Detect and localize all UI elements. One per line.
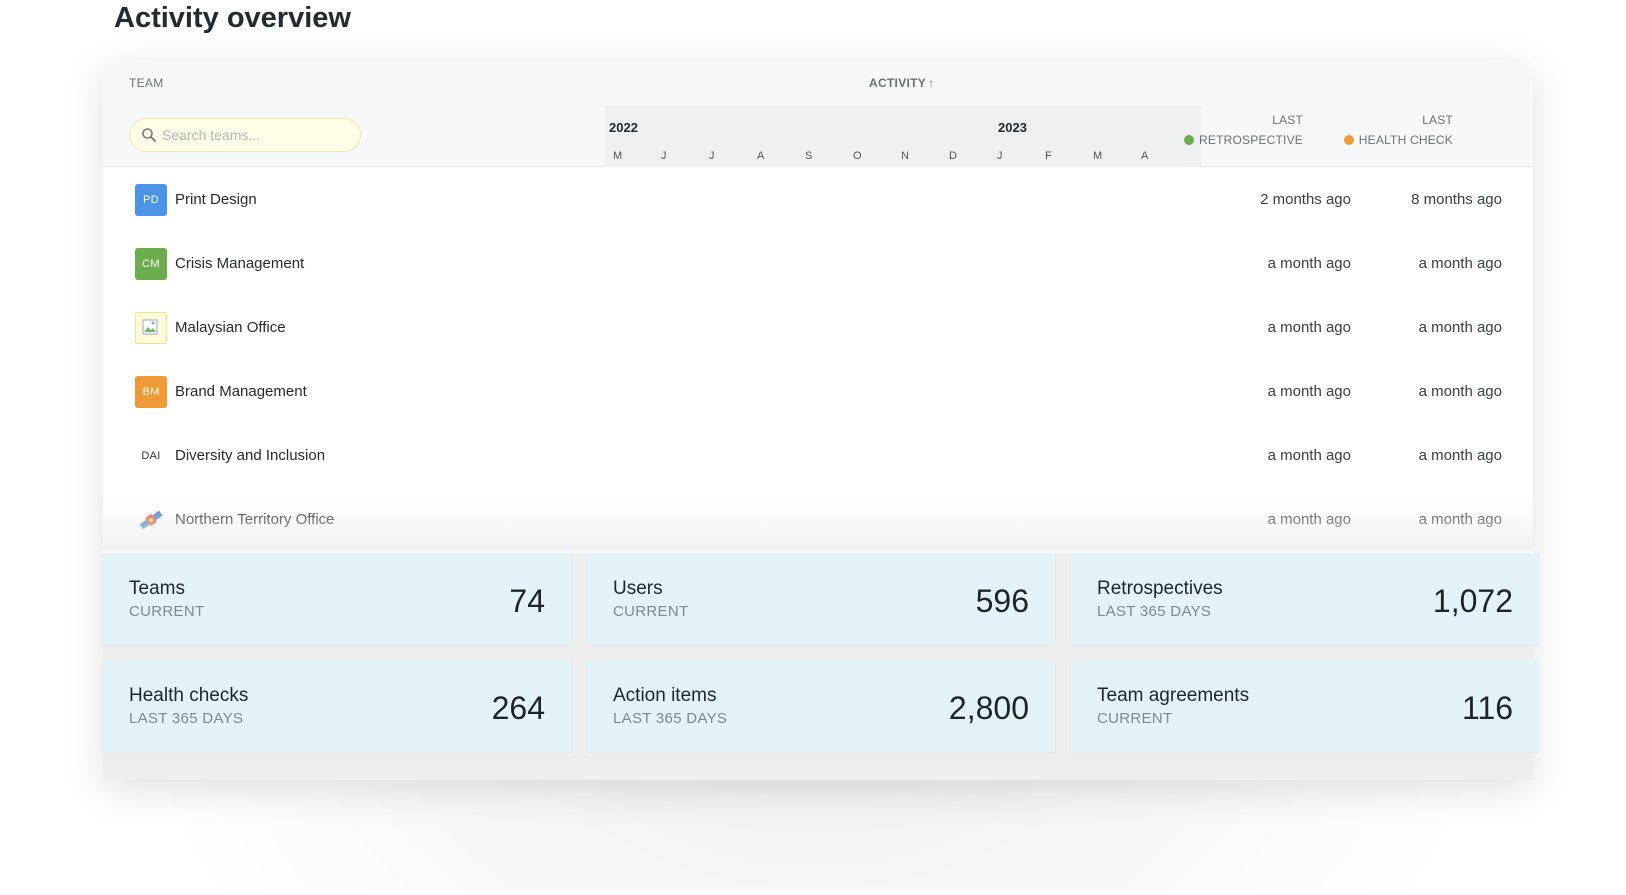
stat-sub: CURRENT [613,603,689,620]
last-retrospective-label: RETROSPECTIVE [1199,133,1303,147]
month-label: N [901,150,909,162]
last-retrospective-value: 2 months ago [1260,191,1351,208]
last-retrospective-value: a month ago [1267,255,1351,272]
team-name[interactable]: Print Design [175,191,257,208]
month-label: S [805,150,813,162]
stat-value: 264 [491,690,545,726]
stat-sub: CURRENT [129,603,205,620]
stat-label: Health checks [129,685,249,706]
last-health-check-value: a month ago [1418,383,1502,400]
month-label: O [853,150,862,162]
month-label: A [1141,150,1149,162]
last-health-check-value: a month ago [1418,447,1502,464]
stat-value: 596 [975,583,1029,619]
table-header: TEAM ACTIVITY↑ 2022 2023 M J J A S O N D J F M A LA… [103,60,1533,167]
month-label: M [613,150,623,162]
stat-card-retrospectives[interactable]: Retrospectives LAST 365 DAYS 1,072 [1071,553,1539,645]
table-row[interactable]: BM Brand Management a month ago a month ago [103,359,1533,426]
last-health-check-value: a month ago [1418,319,1502,336]
team-avatar: CM [135,248,167,280]
search-input[interactable] [162,125,352,145]
stat-label: Action items [613,685,717,706]
activity-panel: TEAM ACTIVITY↑ 2022 2023 M J J A S O N D J F M A LA… [103,60,1539,780]
stat-value: 2,800 [948,690,1029,726]
table-row[interactable]: Malaysian Office a month ago a month ago [103,295,1533,362]
timeline-header: 2022 2023 M J J A S O N D J F M A [605,106,1201,167]
stat-card-users[interactable]: Users CURRENT 596 [587,553,1055,645]
month-label: J [709,150,715,162]
table-row[interactable]: DAI Diversity and Inclusion a month ago a m… [103,423,1533,490]
team-avatar: DAI [141,450,161,462]
activity-column-header[interactable]: ACTIVITY ↑ [869,76,934,90]
stat-sub: LAST 365 DAYS [613,710,728,727]
team-avatar: PD [135,184,167,216]
stats-grid: Teams CURRENT 74 Users CURRENT 596 Retro… [103,553,1539,780]
stat-label: Retrospectives [1097,578,1223,599]
team-name[interactable]: Crisis Management [175,255,305,272]
activity-table: TEAM ACTIVITY↑ 2022 2023 M J J A S O N D J F M A LA… [103,60,1533,545]
month-label: J [661,150,667,162]
table-row[interactable]: PD Print Design 2 months ago 8 months ago [103,167,1533,234]
last-retrospective-header[interactable]: LAST RETROSPECTIVE [1183,110,1303,150]
last-retrospective-value: a month ago [1267,447,1351,464]
stat-card-action-items[interactable]: Action items LAST 365 DAYS 2,800 [587,660,1055,752]
stat-sub: LAST 365 DAYS [1097,603,1212,620]
stat-value: 74 [509,583,545,619]
last-retrospective-value: a month ago [1267,383,1351,400]
stat-card-health-checks[interactable]: Health checks LAST 365 DAYS 264 [103,660,571,752]
activity-column-label: ACTIVITY [869,76,927,90]
stat-value: 1,072 [1432,583,1513,619]
year-label-2023: 2023 [998,120,1027,135]
month-label: D [949,150,957,162]
year-label-2022: 2022 [609,120,638,135]
search-icon [142,128,156,142]
team-name[interactable]: Malaysian Office [175,319,286,336]
arrow-up-icon: ↑ [928,76,935,90]
team-column-header[interactable]: TEAM [129,76,164,90]
last-health-check-label-top: LAST [1422,113,1453,127]
stat-label: Teams [129,578,185,599]
team-name[interactable]: Diversity and Inclusion [175,447,326,464]
stat-label: Team agreements [1097,685,1250,706]
stat-value: 116 [1461,690,1513,726]
month-label: J [997,150,1003,162]
month-label: A [757,150,765,162]
stat-label: Users [613,578,663,599]
table-row[interactable]: CM Crisis Management a month ago a month ag… [103,231,1533,298]
table-fade [103,500,1533,550]
health-check-legend-dot [1343,135,1354,145]
stat-sub: LAST 365 DAYS [129,710,244,727]
stat-card-team-agreements[interactable]: Team agreements CURRENT 116 [1071,660,1539,752]
last-retrospective-label-top: LAST [1272,113,1303,127]
broken-image-icon [135,312,167,344]
last-health-check-header[interactable]: LAST HEALTH CHECK [1333,110,1453,150]
stat-card-teams[interactable]: Teams CURRENT 74 [103,553,571,645]
month-label: F [1045,150,1052,162]
last-health-check-value: 8 months ago [1411,191,1502,208]
team-name[interactable]: Brand Management [175,383,307,400]
team-avatar: BM [135,376,167,408]
last-health-check-label: HEALTH CHECK [1358,133,1453,147]
last-health-check-value: a month ago [1418,255,1502,272]
month-label: M [1093,150,1103,162]
page-title: Activity overview [114,2,351,34]
search-teams-field[interactable] [129,118,361,152]
stat-sub: CURRENT [1097,710,1173,727]
retrospective-legend-dot [1184,135,1195,145]
last-retrospective-value: a month ago [1267,319,1351,336]
